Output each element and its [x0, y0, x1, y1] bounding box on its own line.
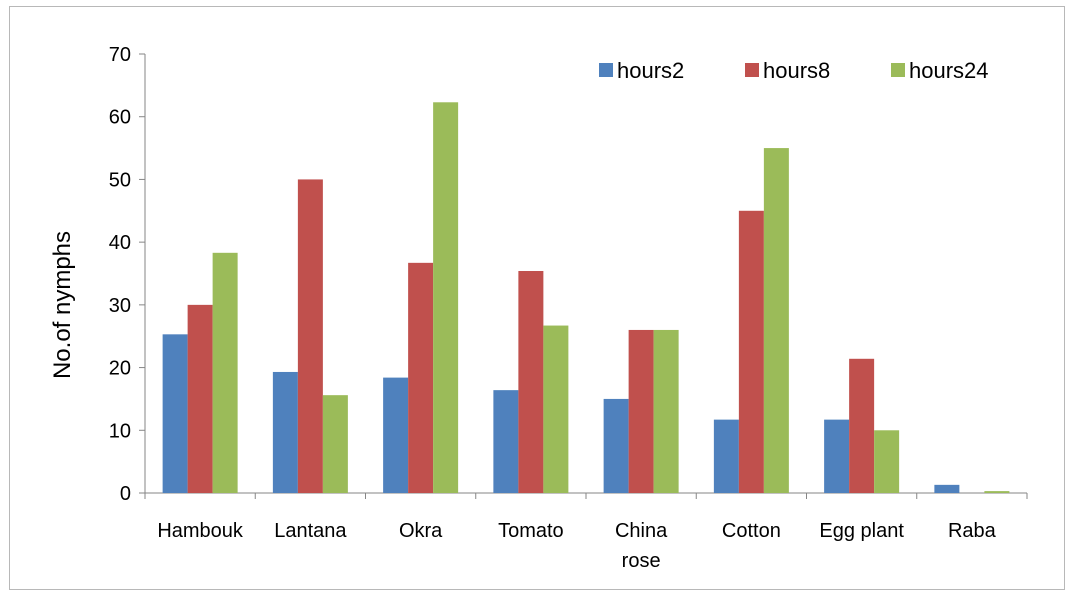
legend-label-hours8: hours8	[763, 58, 830, 83]
legend-swatch-hours2	[599, 63, 613, 77]
y-axis-ticks: 0 10 20 30 40 50 60 70	[109, 44, 145, 505]
bar-hours24	[433, 102, 459, 493]
bar-hours24	[212, 252, 238, 493]
x-tick-label: Cotton	[722, 520, 781, 542]
y-tick-label: 20	[109, 358, 131, 380]
bar-hours8	[628, 329, 654, 493]
bar-hours2	[934, 484, 960, 493]
bar-hours2	[383, 377, 409, 493]
x-tick-label: Raba	[948, 520, 997, 542]
x-tick-label: Tomato	[498, 520, 564, 542]
bar-hours2	[493, 390, 519, 493]
bar-hours2	[824, 419, 850, 493]
y-tick-label: 60	[109, 107, 131, 129]
y-tick-label: 70	[109, 44, 131, 66]
x-axis-labels: Hambouk Lantana Okra Tomato China rose Cotton E…	[157, 520, 996, 572]
legend: hours2 hours8 hours24	[599, 58, 989, 83]
y-tick-label: 0	[120, 483, 131, 505]
bar-hours24	[984, 491, 1010, 493]
x-tick-label: Hambouk	[157, 520, 244, 542]
legend-swatch-hours8	[745, 63, 759, 77]
x-tick-label: Lantana	[274, 520, 347, 542]
x-tick-label: China rose	[615, 520, 668, 572]
bar-hours24	[322, 395, 348, 493]
legend-swatch-hours24	[891, 63, 905, 77]
y-tick-label: 10	[109, 420, 131, 442]
legend-label-hours2: hours2	[617, 58, 684, 83]
bar-hours8	[738, 210, 764, 494]
bar-hours24	[543, 325, 569, 493]
legend-label-hours24: hours24	[909, 58, 989, 83]
y-tick-label: 50	[109, 169, 131, 191]
bar-hours8	[849, 358, 875, 493]
bar-hours8	[297, 179, 323, 493]
x-tick-label: Egg plant	[819, 520, 904, 542]
bar-hours2	[162, 334, 188, 493]
y-tick-label: 30	[109, 295, 131, 317]
bars	[162, 102, 1010, 494]
y-axis-title: No.of nymphs	[49, 231, 76, 379]
bar-hours2	[603, 398, 629, 493]
bar-hours8	[408, 262, 434, 493]
x-tick-label: Okra	[399, 520, 443, 542]
bar-hours24	[653, 329, 679, 493]
bar-hours8	[187, 304, 213, 493]
bar-hours8	[518, 270, 544, 493]
bar-hours2	[272, 371, 298, 493]
bar-hours2	[713, 419, 739, 493]
bar-hours24	[874, 430, 900, 493]
bar-hours24	[763, 148, 789, 494]
y-tick-label: 40	[109, 232, 131, 254]
